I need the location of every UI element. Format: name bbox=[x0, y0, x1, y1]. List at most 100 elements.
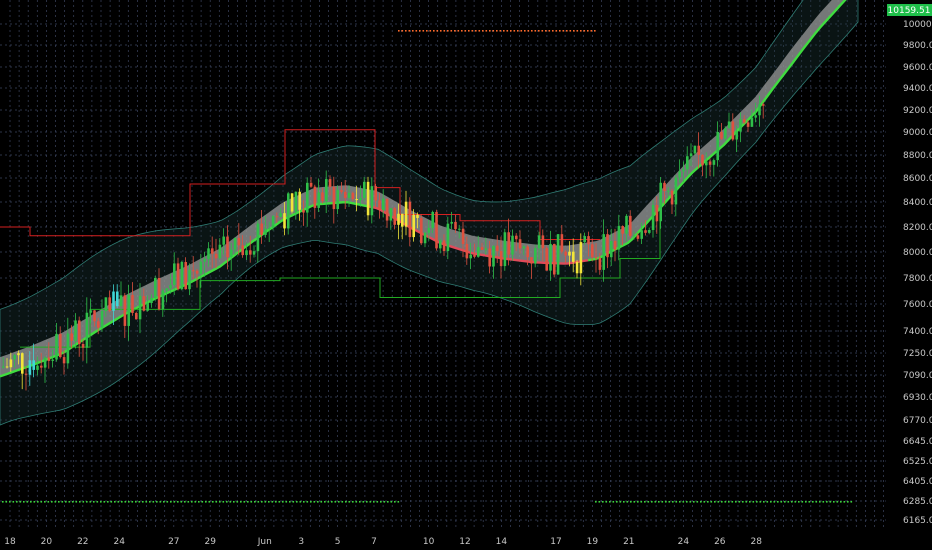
price-tick-label: 6405.00 bbox=[903, 477, 932, 487]
candle-body bbox=[617, 226, 621, 250]
candle-body bbox=[606, 234, 609, 258]
support-dot bbox=[240, 501, 242, 503]
support-dot bbox=[847, 501, 849, 503]
candle-body bbox=[442, 240, 446, 252]
date-tick-label: 5 bbox=[335, 537, 341, 547]
candle-body bbox=[268, 227, 271, 229]
resistance-dot bbox=[464, 30, 467, 32]
resistance-dot bbox=[471, 30, 474, 32]
candle-body bbox=[404, 201, 408, 227]
candle-body bbox=[249, 250, 252, 255]
candle-body bbox=[104, 297, 108, 312]
dotted-support-line bbox=[2, 501, 853, 503]
candle-body bbox=[55, 333, 58, 360]
support-dot bbox=[2, 501, 4, 503]
candle-body bbox=[746, 122, 750, 127]
candle-body bbox=[36, 365, 39, 370]
candle-body bbox=[188, 270, 191, 290]
support-dot bbox=[261, 501, 263, 503]
support-dot bbox=[149, 501, 151, 503]
support-dot bbox=[812, 501, 814, 503]
candle-body bbox=[74, 320, 77, 341]
resistance-dot bbox=[429, 30, 432, 32]
candle-body bbox=[21, 353, 24, 374]
candle-body bbox=[321, 192, 324, 202]
candle-body bbox=[568, 251, 571, 256]
support-dot bbox=[651, 501, 653, 503]
candle-body bbox=[621, 226, 624, 234]
resistance-dot bbox=[503, 30, 505, 32]
support-dot bbox=[138, 501, 141, 503]
resistance-dot bbox=[510, 30, 512, 32]
candle-body bbox=[431, 211, 434, 228]
resistance-dot bbox=[583, 30, 586, 32]
candle-body bbox=[693, 145, 697, 154]
support-dot bbox=[787, 501, 790, 503]
candle-body bbox=[378, 200, 381, 211]
candle-body bbox=[287, 193, 290, 229]
candle-body bbox=[85, 312, 89, 348]
candle-body bbox=[705, 161, 708, 166]
support-dot bbox=[103, 501, 106, 503]
price-tick-label: 9000.00 bbox=[903, 128, 932, 138]
date-tick-label: 14 bbox=[496, 537, 508, 547]
support-dot bbox=[334, 501, 337, 503]
support-dot bbox=[54, 501, 57, 503]
candle-body bbox=[256, 223, 260, 252]
price-tick-label: 8200.00 bbox=[903, 223, 932, 233]
candle-body bbox=[203, 258, 206, 262]
support-dot bbox=[285, 501, 288, 503]
candle-body bbox=[556, 234, 560, 275]
support-dot bbox=[61, 501, 64, 503]
support-dot bbox=[679, 501, 681, 503]
candle-body bbox=[408, 201, 412, 238]
support-dot bbox=[16, 501, 18, 503]
candle-body bbox=[526, 246, 529, 258]
candle-body bbox=[214, 253, 218, 259]
resistance-dot bbox=[426, 30, 428, 32]
resistance-dot bbox=[496, 30, 498, 32]
candle-body bbox=[294, 191, 298, 212]
date-tick-label: 12 bbox=[459, 537, 470, 547]
candle-body bbox=[32, 360, 35, 370]
candle-body bbox=[100, 311, 104, 328]
resistance-dot bbox=[524, 30, 526, 32]
support-dot bbox=[805, 501, 807, 503]
candle-body bbox=[423, 232, 427, 244]
support-dot bbox=[630, 501, 632, 503]
candle-body bbox=[81, 343, 85, 348]
resistance-dot bbox=[489, 30, 491, 32]
support-dot bbox=[721, 501, 723, 503]
resistance-dot bbox=[527, 30, 530, 32]
resistance-dot bbox=[587, 30, 589, 32]
support-dot bbox=[135, 501, 137, 503]
candle-body bbox=[317, 192, 320, 208]
candle-body bbox=[302, 209, 305, 213]
candle-body bbox=[154, 278, 157, 298]
resistance-dot bbox=[538, 30, 540, 32]
current-price-badge bbox=[887, 4, 932, 16]
support-dot bbox=[833, 501, 835, 503]
support-dot bbox=[26, 501, 29, 503]
date-tick-label: 24 bbox=[113, 537, 125, 547]
resistance-dot bbox=[419, 30, 421, 32]
candle-body bbox=[393, 208, 396, 225]
support-dot bbox=[703, 501, 706, 503]
dotted-resistance-line bbox=[398, 30, 596, 32]
support-dot bbox=[752, 501, 755, 503]
candle-body bbox=[458, 228, 461, 230]
candle-body bbox=[290, 193, 294, 212]
candle-body bbox=[173, 263, 176, 286]
candle-body bbox=[313, 186, 317, 208]
support-dot bbox=[798, 501, 800, 503]
support-dot bbox=[317, 501, 319, 503]
support-dot bbox=[23, 501, 25, 503]
support-dot bbox=[236, 501, 239, 503]
support-dot bbox=[51, 501, 53, 503]
date-tick-label: 24 bbox=[678, 537, 690, 547]
support-dot bbox=[58, 501, 60, 503]
price-tick-label: 9800.00 bbox=[903, 41, 932, 51]
support-dot bbox=[738, 501, 741, 503]
support-dot bbox=[626, 501, 629, 503]
